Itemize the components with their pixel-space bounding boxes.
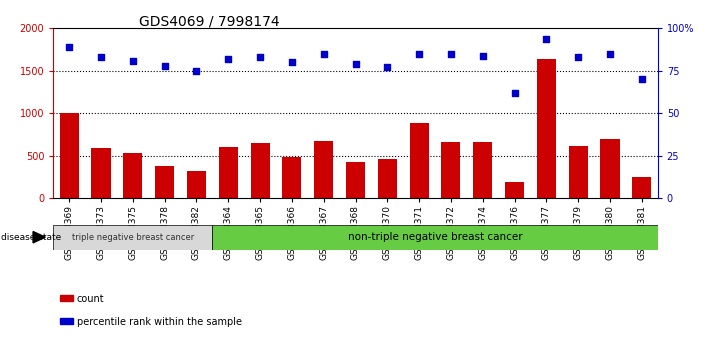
Point	[127, 58, 139, 63]
Bar	[632, 177, 651, 198]
Text: count: count	[77, 294, 105, 304]
Bar	[123, 153, 142, 198]
Bar	[474, 142, 492, 198]
Point	[509, 90, 520, 96]
Polygon shape	[33, 232, 46, 243]
Point	[287, 59, 298, 65]
Point	[413, 51, 424, 57]
Point	[159, 63, 171, 69]
Bar	[187, 171, 206, 198]
Point	[255, 55, 266, 60]
Bar	[314, 141, 333, 198]
Point	[540, 36, 552, 41]
Point	[572, 55, 584, 60]
Bar	[53, 225, 213, 250]
Bar	[92, 148, 111, 198]
Bar	[505, 182, 524, 198]
Text: triple negative breast cancer: triple negative breast cancer	[72, 233, 194, 242]
Point	[318, 51, 329, 57]
Bar	[250, 143, 269, 198]
Bar	[378, 159, 397, 198]
Point	[63, 44, 75, 50]
Text: non-triple negative breast cancer: non-triple negative breast cancer	[348, 232, 523, 242]
Bar	[60, 295, 73, 301]
Bar	[213, 225, 658, 250]
Bar	[219, 147, 237, 198]
Point	[95, 55, 107, 60]
Point	[477, 53, 488, 58]
Point	[604, 51, 616, 57]
Bar	[60, 113, 79, 198]
Point	[191, 68, 202, 74]
Point	[636, 76, 648, 82]
Bar	[60, 318, 73, 324]
Point	[223, 56, 234, 62]
Text: disease state: disease state	[1, 233, 61, 242]
Text: percentile rank within the sample: percentile rank within the sample	[77, 317, 242, 327]
Bar	[282, 156, 301, 198]
Bar	[569, 147, 588, 198]
Bar	[537, 59, 556, 198]
Bar	[346, 162, 365, 198]
Bar	[155, 166, 174, 198]
Bar	[442, 142, 461, 198]
Point	[445, 51, 456, 57]
Bar	[600, 139, 619, 198]
Bar	[410, 124, 429, 198]
Point	[350, 61, 361, 67]
Text: GDS4069 / 7998174: GDS4069 / 7998174	[139, 14, 279, 28]
Point	[382, 64, 393, 70]
